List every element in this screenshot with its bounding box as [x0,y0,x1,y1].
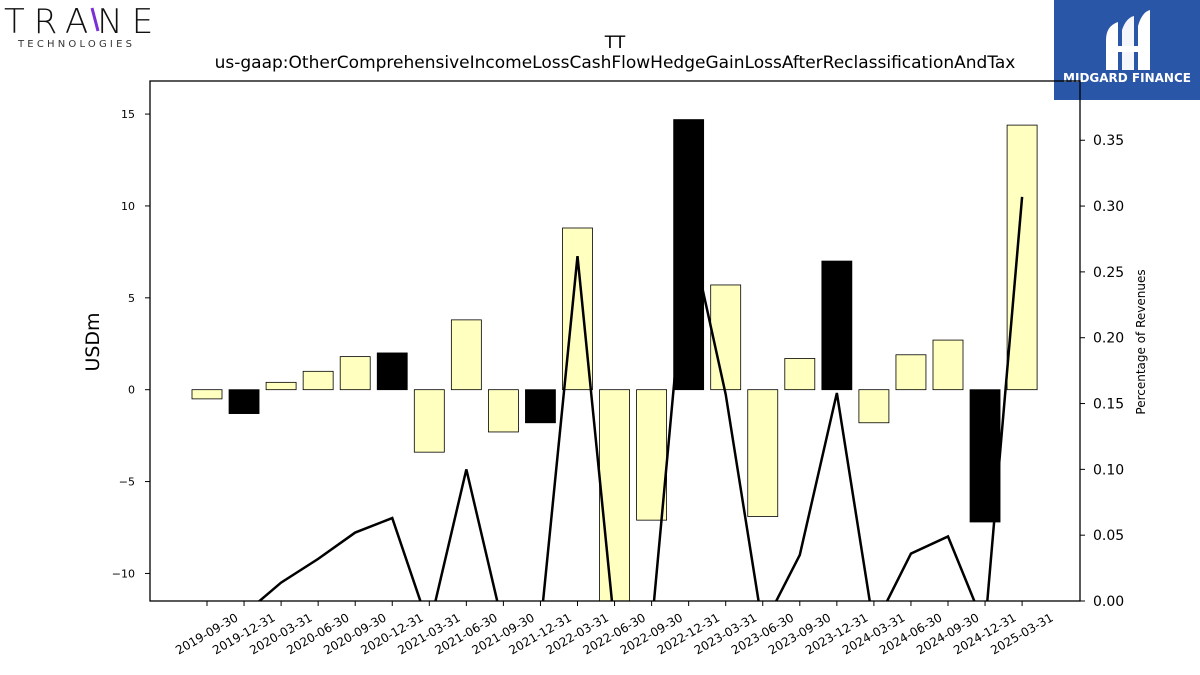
bar-2019-09-30 [191,389,223,400]
bar-2021-09-30 [487,389,519,433]
bar-2023-06-30 [747,389,779,517]
y2-tick-label: 0.30 [1093,199,1124,215]
y2-tick-label: 0.10 [1093,462,1124,478]
y-tick-label: 5 [128,292,135,305]
trane-logo-sub: TECHNOLOGIES [17,39,135,50]
bar-2023-12-31 [821,260,853,391]
y2-tick-label: 0.15 [1093,397,1124,413]
y2-tick-label: 0.00 [1093,594,1124,610]
bar-2020-03-31 [265,381,297,391]
bar-2023-09-30 [784,358,816,391]
bar-2020-09-30 [339,356,371,391]
y2-tick-label: 0.25 [1093,265,1124,281]
bar-2020-06-30 [302,370,334,391]
bar-2019-12-31 [228,389,260,414]
y-tick-label: −5 [119,476,135,489]
midgard-mark-icon [1106,10,1150,70]
bar-2020-12-31 [376,352,408,391]
y-tick-label: 15 [121,108,135,121]
trane-logo-main: TRANE [4,2,162,42]
percentage-line [257,196,1024,601]
y-tick-label: 10 [121,200,135,213]
y2-axis-label: Percentage of Revenues [1134,269,1148,414]
bar-2022-06-30 [599,389,630,602]
bar-2021-03-31 [413,389,445,453]
chart-title: TT [604,33,626,53]
bar-2025-03-31 [1006,124,1038,391]
bar-2021-12-31 [525,389,556,424]
bar-2021-06-30 [450,319,482,391]
y-tick-label: 0 [128,384,135,397]
y-tick-label: −10 [112,567,135,580]
y2-tick-label: 0.05 [1093,528,1124,544]
bar-2022-09-30 [636,389,667,521]
bar-2024-09-30 [932,339,964,391]
bars-layer [191,119,1038,602]
y2-tick-label: 0.35 [1093,133,1124,149]
y-axis-label: USDm [82,312,104,371]
bar-2024-06-30 [895,354,927,391]
chart-subtitle: us-gaap:OtherComprehensiveIncomeLossCash… [215,53,1016,73]
line-layer [257,196,1024,601]
bar-2024-03-31 [858,389,890,424]
midgard-finance-logo: MIDGARD FINANCE [1054,0,1200,100]
bar-2023-03-31 [710,284,742,391]
y2-tick-label: 0.20 [1093,331,1124,347]
trane-logo: TRANE TECHNOLOGIES [0,0,165,55]
midgard-logo-text: MIDGARD FINANCE [1063,71,1191,85]
